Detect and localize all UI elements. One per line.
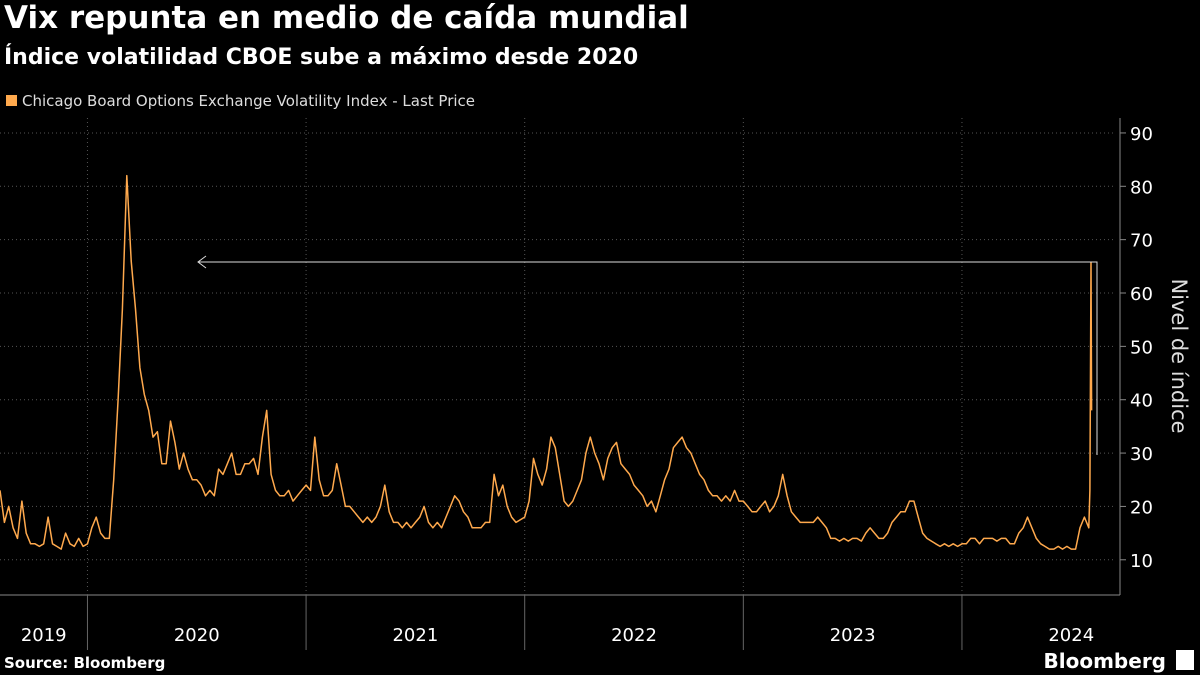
y-tick-label: 30 <box>1130 444 1153 465</box>
y-tick-label: 80 <box>1130 177 1153 198</box>
chart-subtitle: Índice volatilidad CBOE sube a máximo de… <box>4 44 638 70</box>
x-tick-label: 2022 <box>611 625 657 646</box>
x-tick-label: 2019 <box>21 625 67 646</box>
legend-swatch <box>6 95 17 106</box>
y-tick-label: 70 <box>1130 231 1153 252</box>
y-tick-label: 40 <box>1130 391 1153 412</box>
x-tick-label: 2021 <box>392 625 438 646</box>
x-tick-label: 2020 <box>174 625 220 646</box>
chart-title: Vix repunta en medio de caída mundial <box>4 0 689 36</box>
data-line <box>0 174 1093 550</box>
legend-label: Chicago Board Options Exchange Volatilit… <box>22 92 475 110</box>
x-tick-label: 2024 <box>1048 625 1094 646</box>
y-tick-label: 10 <box>1130 551 1153 572</box>
y-tick-label: 90 <box>1130 124 1153 145</box>
y-tick-label: 60 <box>1130 284 1153 305</box>
brand: Bloomberg <box>1044 649 1166 673</box>
y-axis-label: Nivel de índice <box>1167 278 1191 433</box>
x-tick-label: 2023 <box>830 625 876 646</box>
source: Source: Bloomberg <box>4 654 165 672</box>
y-tick-label: 50 <box>1130 337 1153 358</box>
y-tick-label: 20 <box>1130 497 1153 518</box>
annotation-arrow <box>198 261 1098 455</box>
brand-icon <box>1176 650 1194 670</box>
arrow-head <box>197 255 207 269</box>
